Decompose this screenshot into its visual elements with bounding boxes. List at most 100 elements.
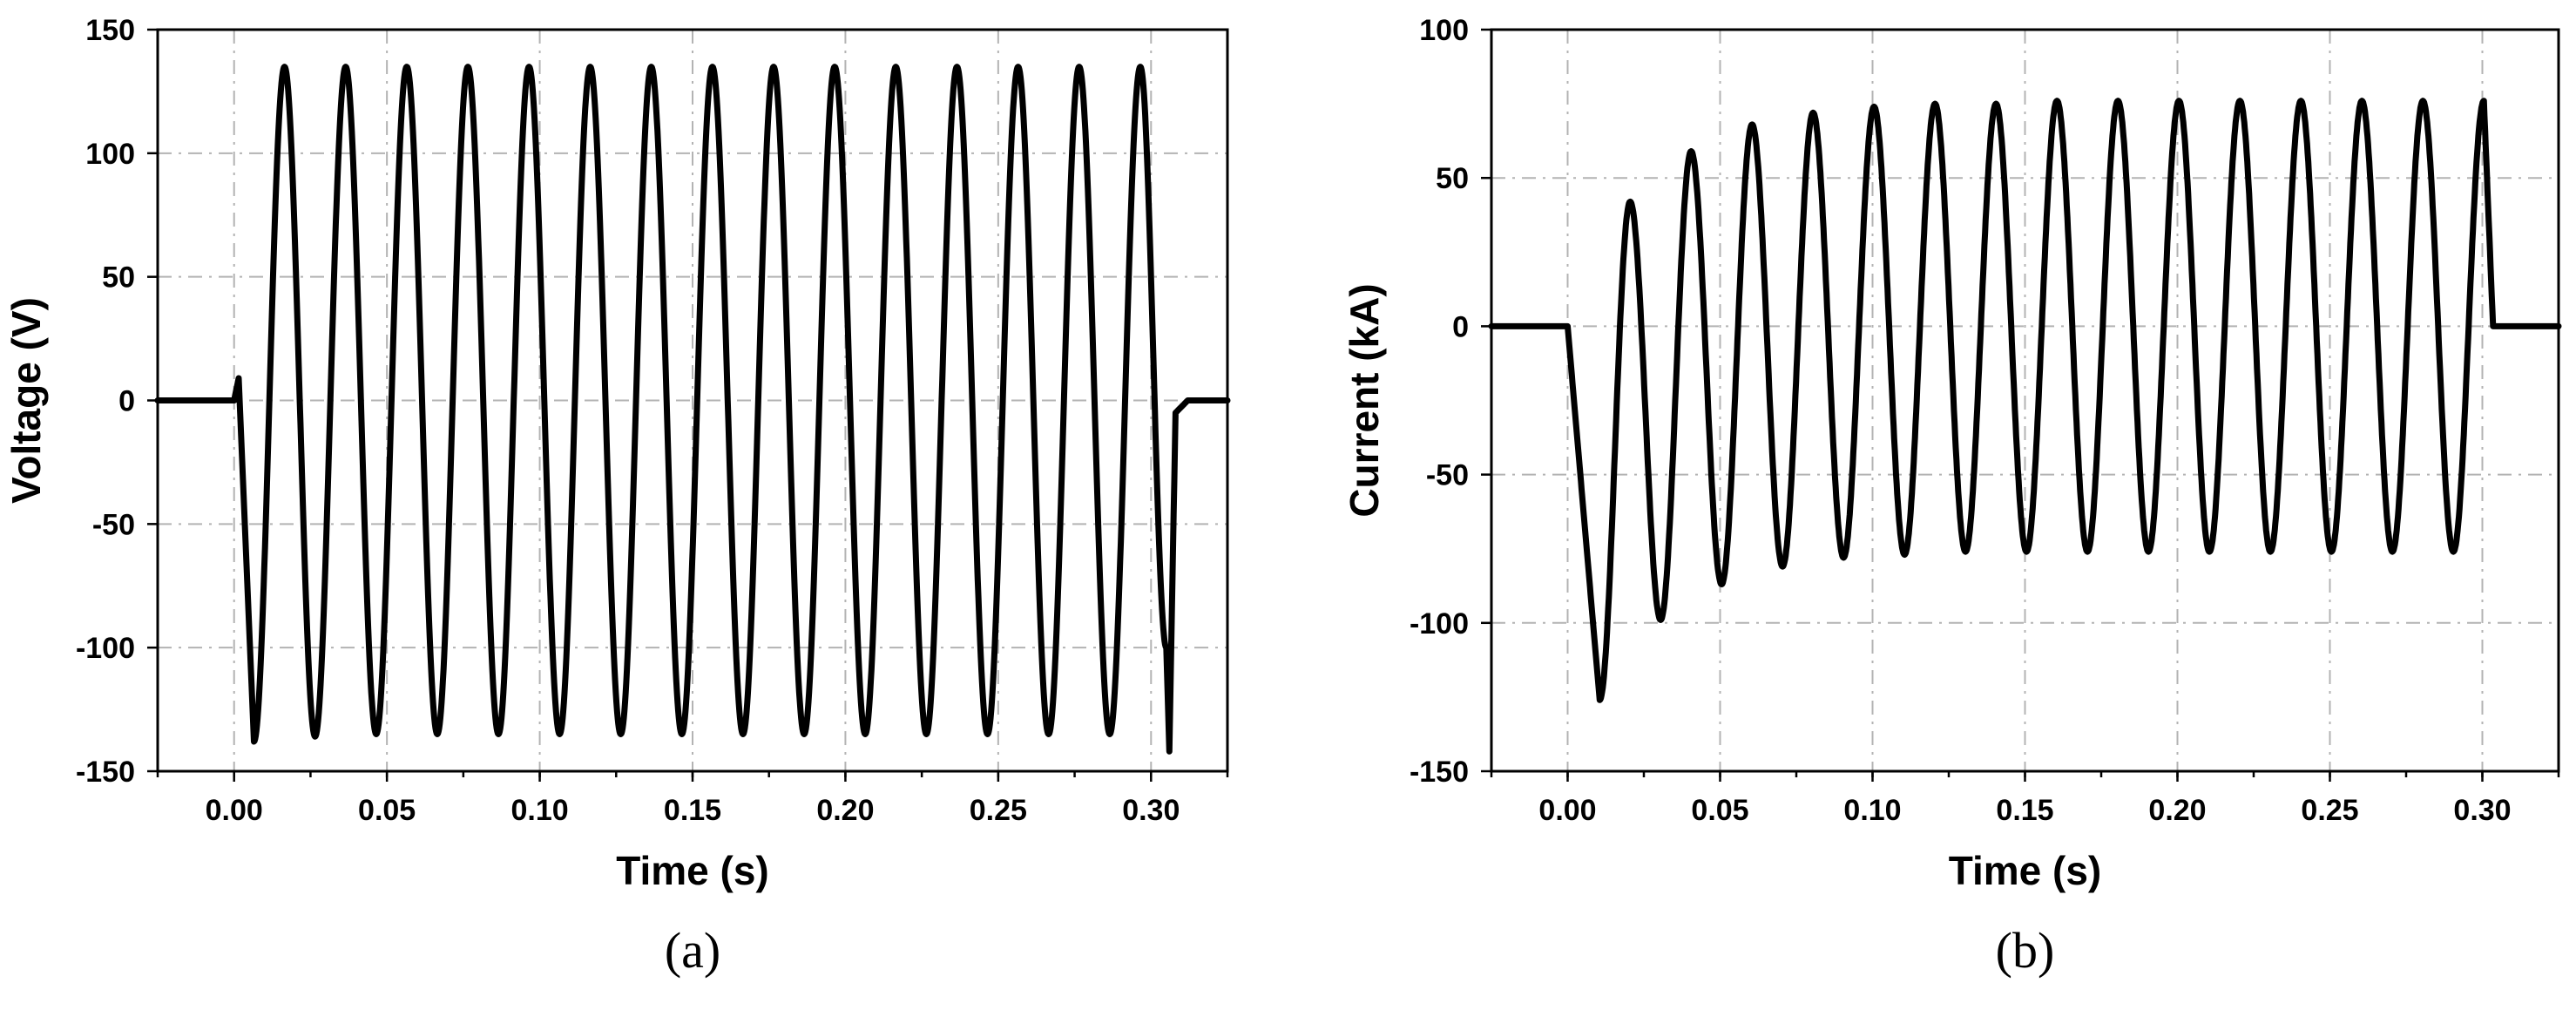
current-data-point	[2481, 98, 2487, 104]
panel-caption: (a)	[665, 922, 720, 979]
voltage-data-point	[862, 731, 869, 737]
voltage-data-point	[373, 731, 379, 737]
voltage-data-point	[1185, 397, 1191, 403]
current-data-point	[2237, 98, 2243, 104]
current-data-point	[2268, 549, 2274, 555]
current-waveform-line	[1488, 98, 2562, 703]
current-data-point	[1719, 581, 1725, 587]
current-data-point	[2207, 549, 2213, 555]
x-tick-label: 0.05	[358, 794, 416, 827]
current-data-point	[1993, 101, 1999, 107]
x-tick-label: 0.10	[1843, 794, 1901, 827]
current-data-point	[1780, 564, 1786, 570]
current-data-point	[1902, 552, 1908, 558]
x-tick-label: 0.15	[1996, 794, 2053, 827]
current-data-point	[2556, 323, 2561, 329]
voltage-data-point	[342, 64, 348, 70]
voltage-data-point	[618, 731, 624, 737]
y-tick-label: 100	[85, 138, 135, 171]
y-tick-label: -50	[1426, 459, 1469, 492]
voltage-data-point	[155, 397, 160, 403]
y-tick-label: 50	[102, 261, 135, 295]
current-data-point	[1810, 110, 1816, 116]
current-data-point	[2329, 549, 2335, 555]
panel-caption: (b)	[1996, 922, 2055, 979]
voltage-data-point	[1106, 731, 1112, 737]
x-tick-label: 0.05	[1691, 794, 1748, 827]
current-data-point	[1841, 554, 1847, 560]
y-tick-label: -100	[76, 632, 135, 665]
current-data-point	[2359, 98, 2365, 104]
x-tick-label: 0.10	[510, 794, 568, 827]
current-data-point	[2024, 549, 2030, 555]
y-tick-label: 150	[85, 14, 135, 47]
y-tick-label: -150	[1410, 756, 1469, 789]
x-tick-label: 0.15	[664, 794, 721, 827]
voltage-data-point	[740, 731, 746, 737]
current-data-point	[1658, 617, 1664, 623]
voltage-data-point	[1015, 64, 1021, 70]
x-axis-label: Time (s)	[616, 848, 769, 893]
current-data-point	[1489, 323, 1494, 329]
voltage-data-point	[923, 731, 930, 737]
voltage-data-point	[832, 64, 838, 70]
current-data-point	[2176, 98, 2182, 104]
voltage-data-point	[235, 375, 241, 381]
voltage-data-point	[526, 64, 532, 70]
current-data-point	[2115, 98, 2121, 104]
x-tick-label: 0.00	[206, 794, 263, 827]
current-data-point	[2420, 98, 2426, 104]
voltage-data-point	[465, 64, 471, 70]
voltage-data-point	[1076, 64, 1082, 70]
current-chart-panel: 0.00 0.05 0.10 0.15 0.20 0.25 0.30 100 50 0 -50 -10…	[1342, 14, 2562, 979]
y-tick-label: 100	[1419, 14, 1469, 47]
current-data-point	[1597, 697, 1603, 703]
y-tick-label: -150	[76, 756, 135, 789]
voltage-data-point	[557, 731, 563, 737]
voltage-data-point	[312, 734, 318, 740]
x-axis-label: Time (s)	[1949, 848, 2102, 893]
voltage-data-point	[770, 64, 776, 70]
current-data-point	[2146, 549, 2152, 555]
current-data-point	[1688, 148, 1694, 154]
x-tick-label: 0.30	[1122, 794, 1180, 827]
voltage-data-point	[281, 64, 287, 70]
y-tick-label: -100	[1410, 607, 1469, 641]
current-data-point	[2451, 549, 2457, 555]
current-data-point	[2490, 323, 2496, 329]
current-data-point	[1565, 323, 1571, 329]
current-data-point	[1932, 101, 1938, 107]
voltage-data-point	[251, 738, 257, 744]
current-data-point	[2298, 98, 2304, 104]
voltage-data-point	[587, 64, 593, 70]
voltage-data-point	[801, 731, 808, 737]
x-tick-label: 0.25	[970, 794, 1027, 827]
x-tick-label: 0.20	[2148, 794, 2206, 827]
voltage-data-point	[954, 64, 960, 70]
x-tick-label: 0.00	[1538, 794, 1596, 827]
x-tick-label: 0.30	[2453, 794, 2511, 827]
voltage-data-point	[1166, 749, 1173, 755]
voltage-data-point	[1225, 397, 1230, 403]
voltage-chart-panel: 0.00 0.05 0.10 0.15 0.20 0.25 0.30 150 100 50 0 -50…	[3, 14, 1231, 979]
y-tick-label: 50	[1436, 162, 1469, 195]
current-data-point	[1963, 549, 1969, 555]
current-data-point	[2085, 549, 2091, 555]
voltage-data-point	[1138, 64, 1144, 70]
y-tick-label: 0	[118, 385, 135, 418]
voltage-data-point	[496, 731, 502, 737]
voltage-data-point	[709, 64, 715, 70]
voltage-data-point	[403, 64, 409, 70]
voltage-data-point	[984, 731, 991, 737]
x-tick-label: 0.25	[2301, 794, 2358, 827]
current-data-point	[1749, 121, 1755, 127]
current-data-point	[1871, 104, 1877, 110]
voltage-data-point	[1163, 645, 1169, 651]
voltage-data-point	[679, 731, 685, 737]
x-tick-label: 0.20	[816, 794, 874, 827]
y-tick-label: 0	[1452, 310, 1469, 343]
current-data-point	[2390, 549, 2396, 555]
y-axis-label: Voltage (V)	[3, 297, 49, 504]
voltage-data-point	[1045, 731, 1051, 737]
